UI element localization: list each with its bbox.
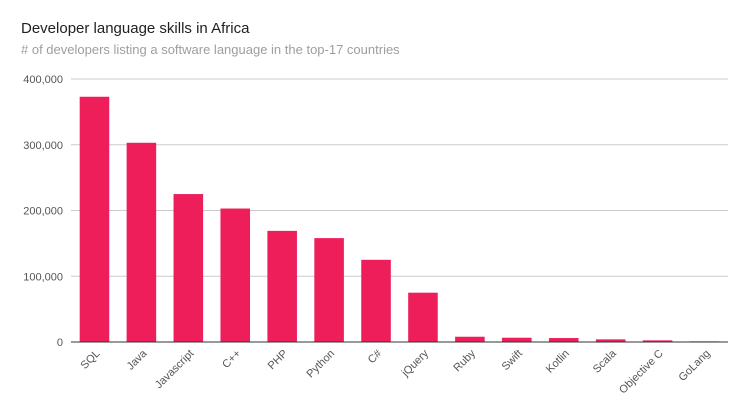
y-tick-label: 200,000 — [23, 206, 63, 218]
x-tick-label: SQL — [79, 348, 103, 372]
y-axis-ticks: 0 100,000 200,000 300,000 400,000 — [23, 74, 63, 349]
bar-ruby — [455, 336, 485, 342]
bars — [79, 96, 720, 342]
x-tick-label: Python — [305, 348, 338, 381]
chart-title: Developer language skills in Africa — [21, 20, 250, 37]
x-tick-label: jQuery — [399, 347, 431, 379]
x-tick-label: Java — [125, 347, 151, 373]
bar-javascript — [173, 194, 204, 342]
bar-scala — [595, 339, 626, 342]
x-tick-label: Kotlin — [544, 348, 572, 376]
bar-swift — [502, 337, 532, 342]
bar-java — [126, 142, 157, 342]
x-axis-ticks: SQL Java Javascript C++ PHP Python C# jQuery Rub… — [79, 347, 713, 396]
bar-c- — [361, 259, 391, 342]
y-tick-label: 300,000 — [23, 140, 63, 152]
bar-python — [314, 238, 344, 342]
x-tick-label: C++ — [220, 348, 243, 371]
x-tick-label: Ruby — [451, 347, 478, 374]
bar-jquery — [408, 292, 438, 342]
bar-c- — [220, 208, 251, 342]
bar-kotlin — [548, 338, 579, 342]
bar-sql — [79, 96, 110, 342]
x-tick-label: Javascript — [153, 348, 197, 392]
grid-lines — [71, 78, 728, 277]
x-tick-label: GoLang — [676, 348, 712, 384]
x-tick-label: C# — [366, 347, 385, 366]
y-tick-label: 100,000 — [23, 271, 63, 283]
x-tick-label: Objective C — [617, 348, 666, 397]
chart-subtitle: # of developers listing a software langu… — [21, 42, 400, 57]
x-tick-label: Swift — [500, 348, 525, 373]
y-tick-label: 0 — [57, 337, 63, 349]
y-tick-label: 400,000 — [23, 74, 63, 86]
x-tick-label: Scala — [591, 347, 620, 376]
bar-objective-c — [642, 340, 673, 342]
x-tick-label: PHP — [266, 348, 290, 372]
bar-php — [267, 230, 297, 342]
